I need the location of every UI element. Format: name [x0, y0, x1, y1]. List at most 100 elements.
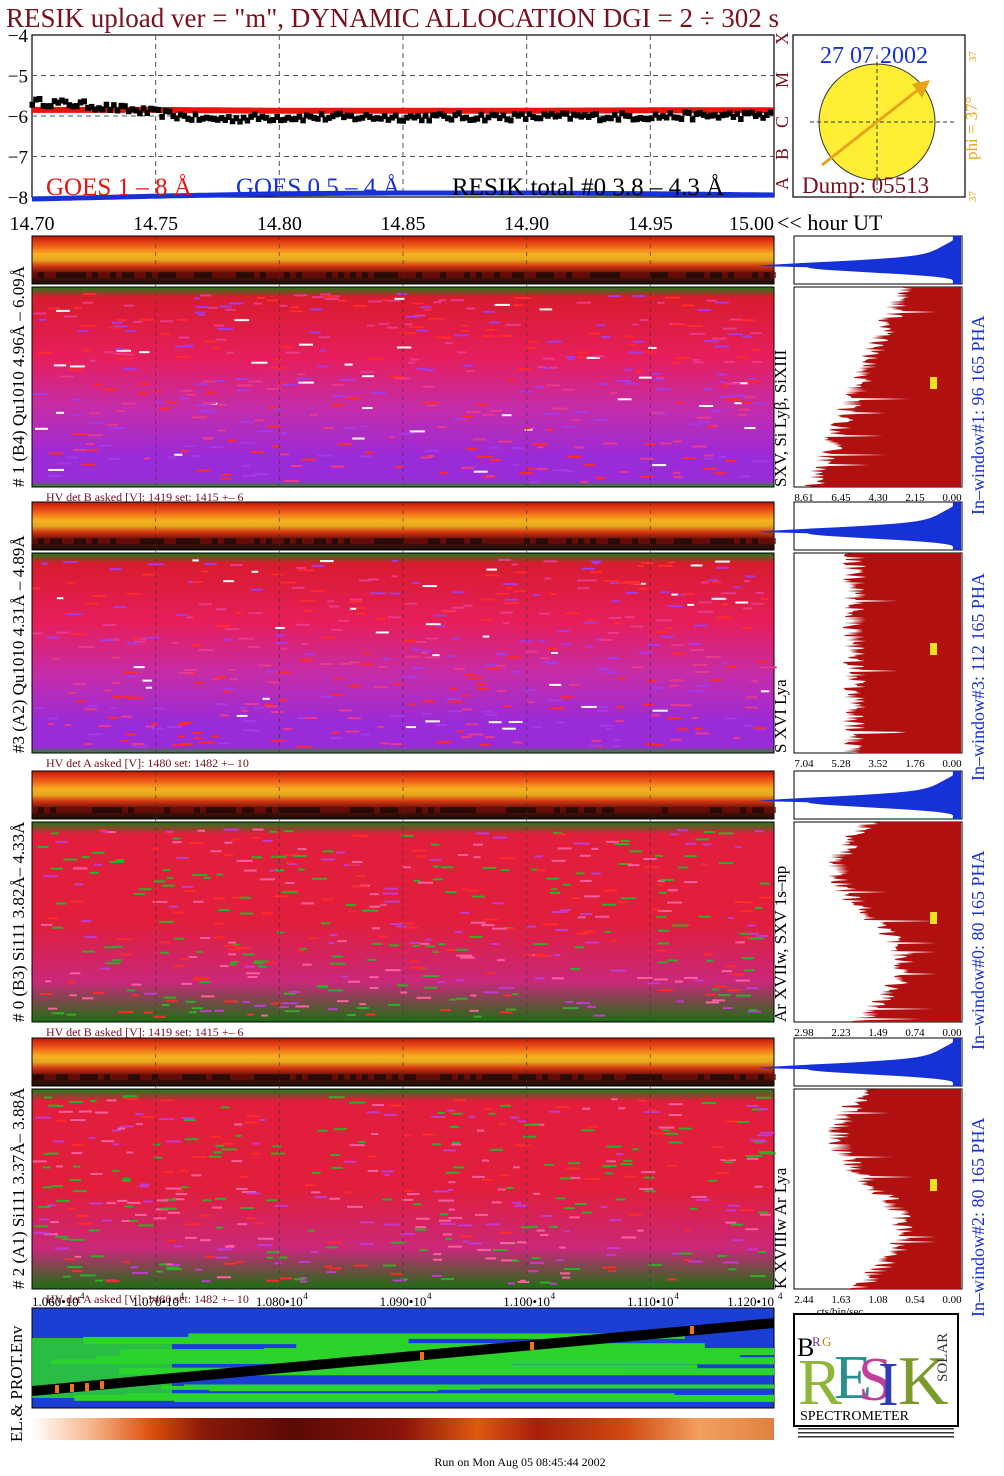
spectrum-streak: [561, 1276, 570, 1279]
spectrum-streak: [271, 573, 284, 576]
spectrum-streak: [81, 856, 90, 859]
band-cell: [554, 807, 560, 813]
spectrum-streak: [484, 713, 499, 716]
spectrum-streak: [448, 700, 463, 703]
spectrum-streak: [139, 351, 150, 354]
band-cell: [410, 1074, 416, 1080]
band-cell: [158, 1074, 164, 1080]
spectrum-streak: [615, 720, 624, 723]
spectrum-streak: [285, 881, 295, 884]
spectrum-streak: [73, 682, 87, 685]
spectrum-streak: [588, 744, 603, 747]
band-cell: [422, 1074, 428, 1080]
spectrum-streak: [108, 457, 122, 460]
band-cell: [164, 272, 170, 278]
spectrum-streak: [556, 1197, 565, 1200]
spectrum-streak: [390, 1272, 403, 1275]
spectrum-streak: [610, 939, 617, 942]
spectrum-streak: [337, 940, 347, 943]
spectrum-streak: [336, 851, 346, 854]
spectrum-streak: [37, 351, 53, 354]
band-cell: [344, 538, 350, 544]
spectrum-streak: [692, 359, 700, 362]
spectrum-streak: [443, 1149, 456, 1152]
spectrum-streak: [659, 1126, 675, 1129]
spectrum-streak: [584, 1177, 600, 1180]
spectrum-streak: [275, 634, 285, 637]
spectrum-streak: [460, 324, 469, 327]
spectrum-streak: [451, 591, 466, 594]
band-cell: [140, 807, 146, 813]
spectrum-streak: [422, 585, 437, 588]
spectrum-streak: [430, 1116, 446, 1119]
spectrum-streak: [691, 717, 698, 720]
band-cell: [74, 1074, 80, 1080]
spectrum-streak: [122, 1095, 130, 1098]
spectrum-streak: [318, 336, 330, 339]
band-cell: [530, 1074, 536, 1080]
spectrum-streak: [653, 978, 668, 981]
resik-point: [77, 99, 84, 106]
band-cell: [44, 807, 50, 813]
spectrum-streak: [352, 885, 368, 888]
spectrum-streak: [592, 705, 608, 708]
band-cell: [494, 538, 500, 544]
spectrum-streak: [520, 1279, 527, 1282]
band-cell: [398, 538, 404, 544]
spectrum-streak: [461, 694, 470, 697]
band-cell: [620, 538, 626, 544]
spectrum-streak: [137, 392, 149, 395]
band-cell: [68, 1074, 74, 1080]
band-cell: [650, 1074, 656, 1080]
band-cell: [380, 272, 386, 278]
spectrum-streak: [348, 980, 360, 983]
spectrum-streak: [404, 323, 413, 326]
spectrum-streak: [602, 1165, 610, 1168]
spectrum-streak: [224, 638, 233, 641]
spectrum-streak: [405, 602, 418, 605]
spectrum-streak: [326, 600, 334, 603]
logo-b: B: [797, 1333, 814, 1362]
spectrum-streak: [535, 954, 551, 957]
small-37-bottom: 37: [967, 191, 979, 203]
spectrum-streak: [539, 308, 553, 311]
spectrum-streak: [599, 638, 612, 641]
spectrum-streak: [536, 467, 548, 470]
window-marker: [930, 377, 937, 389]
spectrum-streak: [79, 1274, 96, 1277]
spectrum-streak: [725, 1221, 737, 1224]
spectrum-streak: [465, 370, 475, 373]
spectrum-streak: [481, 598, 495, 601]
spectrum-streak: [131, 994, 139, 997]
spectrum-streak: [185, 1000, 196, 1003]
spectrum-streak: [101, 388, 117, 391]
spectrum-streak: [667, 1278, 677, 1281]
band-cell: [368, 1074, 374, 1080]
band-cell: [116, 272, 122, 278]
spectrum-streak: [123, 304, 135, 307]
spectrum-streak: [609, 582, 619, 585]
spectrum-streak: [184, 1138, 199, 1141]
resik-point: [218, 115, 225, 122]
spectrum-streak: [712, 581, 722, 584]
spectrum-streak: [308, 937, 319, 940]
spectrum-streak: [717, 994, 731, 997]
band-cell: [632, 1074, 638, 1080]
spectrum-streak: [222, 687, 235, 690]
spectrum-streak: [201, 995, 215, 998]
spectrum-streak: [152, 900, 168, 903]
spectrum-streak: [241, 1191, 256, 1194]
spectrum-streak: [519, 472, 533, 475]
env-tick-exponent: 4: [551, 1291, 556, 1301]
spectrum-streak: [262, 697, 270, 700]
figure-title: RESIK upload ver = "m", DYNAMIC ALLOCATI…: [6, 3, 779, 33]
spectrum-streak: [224, 1245, 235, 1248]
spectrum-streak: [722, 1007, 733, 1010]
spectrum-streak: [482, 1159, 490, 1162]
resik-point: [526, 111, 533, 118]
band-cell: [230, 1074, 236, 1080]
spectrum-streak: [475, 1213, 488, 1216]
resik-point: [537, 115, 544, 122]
resik-point: [496, 115, 503, 122]
